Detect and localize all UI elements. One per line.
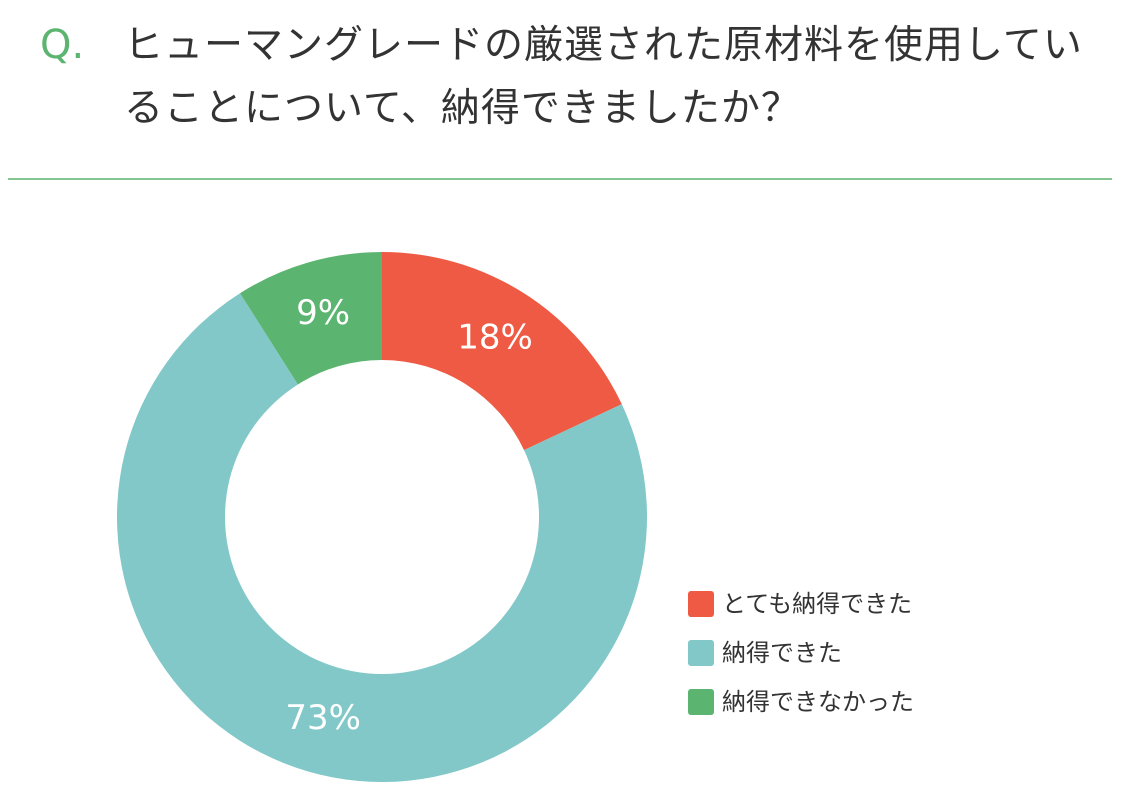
legend-label: とても納得できた — [722, 590, 912, 618]
donut-segment — [382, 252, 622, 451]
donut-segment — [240, 252, 382, 385]
chart-title: ヒューマングレードの厳選された原材料を使用していることについて、納得できましたか… — [124, 23, 1083, 131]
donut-segment — [117, 293, 648, 783]
legend-label: 納得できなかった — [722, 688, 914, 716]
legend-swatch — [688, 640, 714, 666]
question-label: Q. — [40, 22, 85, 68]
value-label: 18% — [457, 317, 533, 357]
value-label: 9% — [296, 293, 350, 333]
legend-label: 納得できた — [722, 639, 842, 667]
value-label: 73% — [285, 698, 361, 738]
legend-swatch — [688, 689, 714, 715]
legend-swatch — [688, 591, 714, 617]
